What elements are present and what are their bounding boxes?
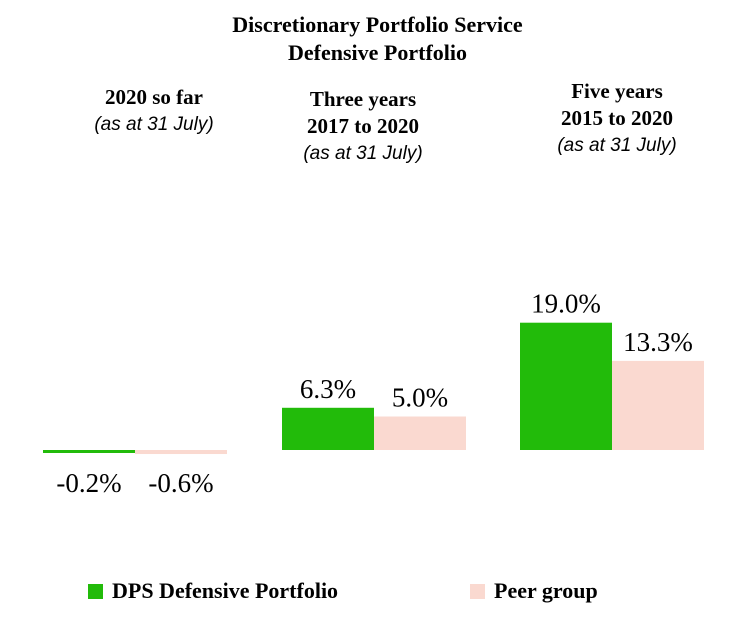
- bar-dps-0: [43, 450, 135, 453]
- group-label-2020-so-far: 2020 so far (as at 31 July): [54, 84, 254, 138]
- group-label-date: (as at 31 July): [94, 114, 214, 135]
- group-label-title: Three years: [309, 87, 417, 111]
- data-label-dps-1: 6.3%: [300, 374, 356, 404]
- legend-swatch-dps: [88, 583, 103, 599]
- bar-peer-0: [135, 450, 227, 455]
- bar-dps-2: [520, 322, 612, 450]
- legend-label-peer: Peer group: [494, 578, 598, 603]
- bar-dps-1: [282, 407, 374, 450]
- group-label-title: Five years: [571, 79, 663, 103]
- legend-label-dps: DPS Defensive Portfolio: [112, 578, 339, 603]
- data-label-peer-1: 5.0%: [392, 383, 448, 413]
- group-label-five-years: Five years 2015 to 2020 (as at 31 July): [517, 78, 717, 159]
- group-label-period: 2015 to 2020: [561, 106, 673, 130]
- bar-peer-2: [612, 360, 704, 450]
- chart-title: Discretionary Portfolio Service: [232, 12, 523, 37]
- data-label-peer-2: 13.3%: [623, 327, 693, 357]
- chart-subtitle: Defensive Portfolio: [288, 40, 467, 65]
- group-label-title: 2020 so far: [105, 85, 203, 109]
- group-label-period: 2017 to 2020: [307, 114, 419, 138]
- data-label-dps-2: 19.0%: [531, 289, 601, 319]
- group-label-date: (as at 31 July): [303, 143, 423, 164]
- legend-item-dps: DPS Defensive Portfolio: [88, 578, 338, 604]
- legend-item-peer: Peer group: [470, 578, 598, 604]
- legend-swatch-peer: [470, 583, 485, 599]
- data-label-dps-0: -0.2%: [56, 468, 121, 498]
- data-label-peer-0: -0.6%: [148, 468, 213, 498]
- bar-peer-1: [374, 416, 466, 450]
- group-label-date: (as at 31 July): [557, 135, 677, 156]
- group-label-three-years: Three years 2017 to 2020 (as at 31 July): [263, 86, 463, 167]
